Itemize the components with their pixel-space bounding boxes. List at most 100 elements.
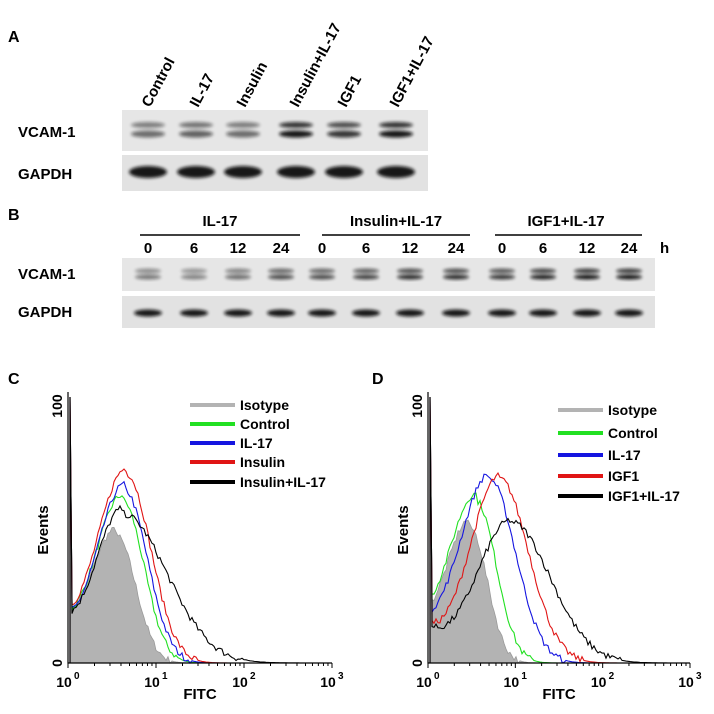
group-label: IL-17	[202, 213, 237, 230]
time-unit: h	[660, 240, 669, 257]
blot-band	[574, 268, 600, 274]
row-label: GAPDH	[18, 166, 72, 183]
time-label: 6	[190, 240, 198, 257]
blot-band	[131, 130, 165, 138]
y-axis-label: Events	[395, 505, 412, 554]
blot-band	[309, 274, 335, 280]
panel-label: A	[8, 29, 20, 46]
x-tick-exponent: 0	[74, 671, 80, 682]
panel-label: C	[8, 371, 20, 388]
blot-band	[379, 130, 413, 138]
blot-band	[529, 309, 557, 317]
y-axis-label: Events	[35, 505, 52, 554]
blot-band	[225, 274, 251, 280]
x-tick-label: 10	[591, 674, 607, 690]
legend-label: IGF1+IL-17	[608, 488, 680, 504]
x-axis-label: FITC	[183, 686, 216, 703]
x-tick-label: 10	[144, 674, 160, 690]
row-label: VCAM-1	[18, 266, 76, 283]
blot-band	[352, 309, 380, 317]
blot-band	[379, 122, 413, 128]
blot-band	[279, 122, 313, 128]
blot-band	[224, 309, 252, 317]
legend-label: IL-17	[240, 435, 273, 451]
blot-band	[530, 274, 556, 280]
blot-band	[268, 274, 294, 280]
blot-band	[134, 309, 162, 317]
legend-label: Insulin+IL-17	[240, 474, 326, 490]
blot-background	[122, 110, 428, 151]
isotype-histogram	[69, 396, 330, 664]
blot-background	[122, 155, 428, 191]
x-tick-exponent: 2	[250, 671, 256, 682]
blot-band	[225, 268, 251, 274]
blot-band	[135, 274, 161, 280]
time-label: 24	[448, 240, 465, 257]
x-tick-label: 10	[56, 674, 72, 690]
time-label: 24	[621, 240, 638, 257]
blot-background	[122, 296, 655, 328]
x-tick-exponent: 0	[434, 671, 440, 682]
blot-band	[179, 130, 213, 138]
legend-label: Control	[240, 416, 290, 432]
blot-band	[353, 268, 379, 274]
blot-band	[308, 309, 336, 317]
panel-label: B	[8, 207, 20, 224]
blot-band	[325, 166, 363, 178]
x-tick-label: 10	[416, 674, 432, 690]
x-tick-exponent: 2	[609, 671, 615, 682]
blot-band	[181, 274, 207, 280]
x-tick-exponent: 3	[338, 671, 344, 682]
blot-band	[224, 166, 262, 178]
x-tick-exponent: 1	[521, 671, 527, 682]
y-tick-label: 0	[409, 659, 425, 667]
blot-band	[267, 309, 295, 317]
blot-band	[489, 268, 515, 274]
row-label: GAPDH	[18, 304, 72, 321]
blot-band	[268, 268, 294, 274]
x-tick-label: 10	[678, 674, 694, 690]
x-tick-exponent: 1	[162, 671, 168, 682]
legend-label: IGF1	[608, 468, 639, 484]
blot-band	[442, 309, 470, 317]
blot-band	[177, 166, 215, 178]
lane-label: Control	[139, 55, 179, 110]
lane-label: IGF1+IL-17	[387, 34, 438, 110]
blot-band	[226, 130, 260, 138]
blot-band	[573, 309, 601, 317]
blot-band	[616, 274, 642, 280]
time-label: 0	[318, 240, 326, 257]
x-tick-exponent: 3	[696, 671, 702, 682]
time-label: 0	[498, 240, 506, 257]
blot-band	[131, 122, 165, 128]
blot-band	[277, 166, 315, 178]
time-label: 12	[230, 240, 247, 257]
blot-band	[179, 122, 213, 128]
panel-label: D	[372, 371, 384, 388]
blot-band	[279, 130, 313, 138]
y-tick-label: 100	[409, 394, 425, 418]
time-label: 12	[579, 240, 596, 257]
blot-band	[488, 309, 516, 317]
x-tick-label: 10	[504, 674, 520, 690]
time-label: 0	[144, 240, 152, 257]
blot-band	[180, 309, 208, 317]
blot-band	[530, 268, 556, 274]
blot-band	[489, 274, 515, 280]
blot-band	[377, 166, 415, 178]
blot-band	[129, 166, 167, 178]
blot-band	[181, 268, 207, 274]
x-axis-label: FITC	[542, 686, 575, 703]
blot-band	[353, 274, 379, 280]
lane-label: IGF1	[335, 72, 366, 109]
group-label: IGF1+IL-17	[527, 213, 604, 230]
y-tick-label: 0	[49, 659, 65, 667]
x-tick-label: 10	[320, 674, 336, 690]
legend-label: Isotype	[240, 397, 289, 413]
blot-band	[443, 274, 469, 280]
group-label: Insulin+IL-17	[350, 213, 442, 230]
time-label: 12	[402, 240, 419, 257]
x-tick-label: 10	[232, 674, 248, 690]
